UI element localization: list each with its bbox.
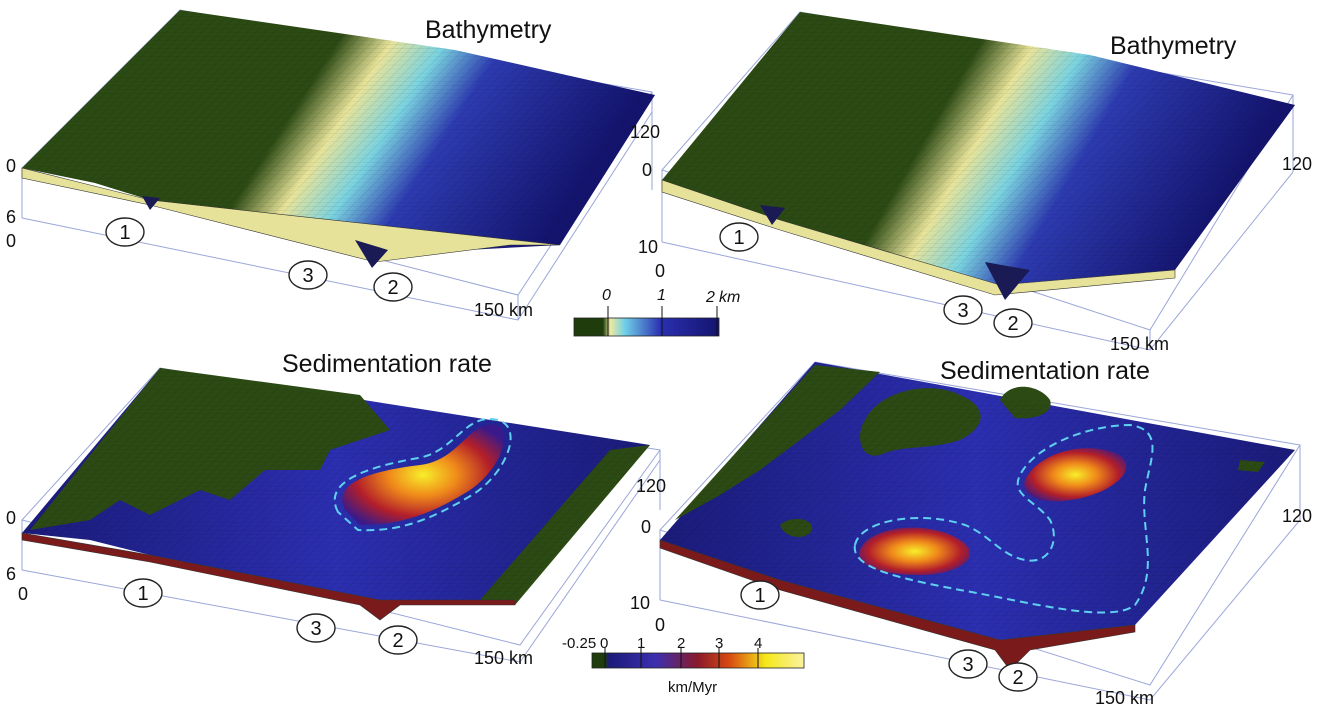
svg-text:2: 2 [1012, 667, 1023, 689]
colorbar-tick: 0 [602, 287, 611, 304]
svg-text:3: 3 [962, 654, 973, 676]
marker-3: 3 [296, 613, 336, 643]
axis-x-origin: 0 [655, 615, 665, 635]
rate-contour [334, 417, 512, 532]
marker-2: 2 [378, 625, 418, 655]
basin-edge [659, 539, 1136, 671]
colorbar-tick: 2 [705, 289, 715, 306]
shelf-edge [21, 167, 561, 263]
colorbar-unit: km/Myr [668, 679, 717, 696]
basin-edge [21, 532, 516, 621]
axis-z-top: 0 [641, 517, 651, 537]
high-rate-zone [859, 527, 971, 575]
surface-grid [660, 362, 1295, 640]
rate-contour [853, 423, 1154, 614]
panel-title: Bathymetry [1110, 32, 1237, 60]
svg-text:1: 1 [119, 222, 130, 244]
colorbar-sedimentation: -0.25 0 1 2 3 4 km/Myr [562, 635, 805, 696]
axis-x-far: 150 km [1110, 334, 1169, 354]
panel-title: Sedimentation rate [282, 350, 492, 378]
axis-z-bottom: 6 [6, 207, 16, 227]
marker-2: 2 [993, 308, 1033, 338]
axis-z-top: 0 [642, 160, 652, 180]
axis-z-bottom: 10 [630, 593, 650, 613]
axis-x-far: 150 km [474, 648, 533, 668]
axis-z-bottom: 6 [6, 564, 16, 584]
colorbar-tick: 1 [657, 287, 666, 304]
surface-grid [662, 12, 1295, 285]
axis-x-far: 150 km [474, 300, 533, 320]
marker-3: 3 [943, 295, 983, 325]
marker-3: 3 [948, 649, 988, 679]
colorbar-bathymetry: 0 1 2 km [573, 287, 740, 337]
colorbar-tick: 2 [677, 635, 685, 652]
shelf-edge [661, 179, 1176, 296]
surface-grid [22, 10, 655, 255]
axis-y-far: 120 [630, 122, 660, 142]
marker-2: 2 [373, 272, 413, 302]
svg-text:1: 1 [733, 227, 744, 249]
svg-text:1: 1 [137, 583, 148, 605]
marker-2: 2 [998, 662, 1038, 692]
colorbar-unit: km [719, 289, 740, 306]
colorbar-tick: 3 [715, 635, 723, 652]
axis-y-far: 120 [636, 476, 666, 496]
axis-z-top: 0 [6, 508, 16, 528]
axis-y-far: 120 [1282, 506, 1312, 526]
surface-grid [22, 368, 650, 600]
axis-z-top: 0 [6, 156, 16, 176]
axis-x-far: 150 km [1095, 688, 1154, 708]
panel-bathymetry-left: Bathymetry 0 6 0 120 150 km 1 3 2 [6, 9, 660, 321]
axis-x-origin: 0 [18, 584, 28, 604]
marker-1: 1 [123, 578, 163, 608]
svg-text:3: 3 [310, 618, 321, 640]
panel-title: Bathymetry [425, 16, 552, 44]
svg-text:2: 2 [387, 277, 398, 299]
marker-3: 3 [288, 260, 328, 290]
colorbar-tick: -0.25 [562, 635, 596, 652]
colorbar-tick: 1 [637, 635, 645, 652]
axis-x-origin: 0 [655, 261, 665, 281]
panel-sedimentation-right: Sedimentation rate 0 10 0 120 150 km 1 3… [630, 357, 1312, 708]
marker-1: 1 [105, 217, 145, 247]
panel-title: Sedimentation rate [940, 357, 1150, 385]
high-rate-zone [1024, 448, 1127, 502]
depocenter [760, 205, 1030, 300]
axis-x-origin: 0 [6, 231, 16, 251]
axis-y-far: 120 [1282, 154, 1312, 174]
svg-text:3: 3 [302, 265, 313, 287]
high-rate-zone [342, 424, 505, 525]
panel-bathymetry-right: Bathymetry 0 10 0 120 150 km 1 3 2 [638, 11, 1312, 354]
svg-text:3: 3 [957, 300, 968, 322]
colorbar-tick: 4 [754, 635, 762, 652]
svg-text:2: 2 [392, 630, 403, 652]
marker-1: 1 [740, 580, 780, 610]
colorbar-tick: 0 [600, 635, 608, 652]
axis-z-bottom: 10 [638, 237, 658, 257]
marker-1: 1 [719, 222, 759, 252]
panel-sedimentation-left: Sedimentation rate 0 6 0 120 150 km 1 3 … [6, 350, 666, 668]
svg-text:2: 2 [1007, 313, 1018, 335]
svg-text:1: 1 [754, 585, 765, 607]
